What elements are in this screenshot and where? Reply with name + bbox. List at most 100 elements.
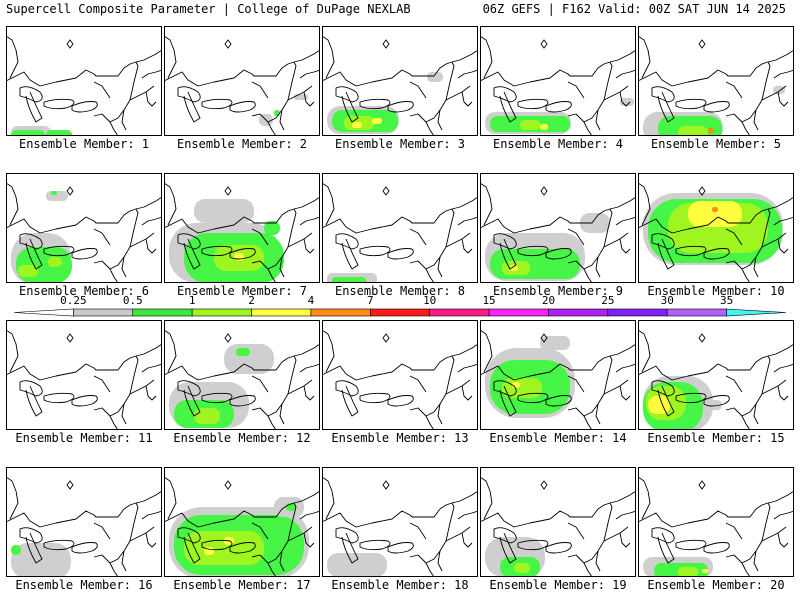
- ensemble-map: [164, 467, 320, 577]
- map-boundary: [567, 81, 585, 99]
- map-boundary: [287, 355, 297, 395]
- ensemble-panel: Ensemble Member: 14: [480, 320, 636, 445]
- ensemble-panel: Ensemble Member: 2: [164, 26, 320, 151]
- map-boundary: [387, 248, 414, 260]
- scp-shading: [678, 567, 698, 577]
- map-boundary: [183, 238, 201, 270]
- map-boundary: [437, 550, 443, 572]
- diamond-marker-icon: [540, 333, 548, 343]
- map-boundary: [71, 395, 98, 407]
- map-boundary: [461, 91, 473, 107]
- map-boundary: [267, 121, 277, 136]
- map-boundary: [437, 256, 443, 278]
- map-boundary: [183, 532, 201, 564]
- map-boundary: [93, 228, 111, 246]
- ensemble-panel: Ensemble Member: 12: [164, 320, 320, 445]
- map-boundary: [6, 49, 162, 87]
- color-scale-tick-label: 10: [423, 294, 437, 307]
- map-boundary: [480, 196, 636, 234]
- map-boundary: [322, 196, 478, 234]
- map-boundary: [445, 502, 455, 542]
- map-boundary: [6, 490, 162, 528]
- map-boundary: [279, 256, 285, 278]
- map-boundary: [164, 196, 320, 234]
- color-scale-tick-label: 7: [366, 294, 374, 307]
- map-boundary: [121, 109, 127, 131]
- map-boundary: [299, 69, 320, 79]
- color-scale-tick-label: 4: [307, 294, 315, 307]
- member-caption: Ensemble Member: 18: [331, 578, 469, 592]
- ensemble-panel: Ensemble Member: 20: [638, 467, 794, 592]
- map-boundary: [201, 98, 233, 110]
- scp-shading: [332, 277, 366, 283]
- color-scale-segment: [73, 308, 134, 317]
- member-caption: Ensemble Member: 3: [334, 137, 466, 151]
- member-caption: Ensemble Member: 7: [176, 284, 308, 298]
- ensemble-map: [6, 173, 162, 283]
- map-boundary: [251, 81, 269, 99]
- map-boundary: [25, 238, 43, 270]
- map-boundary: [545, 542, 572, 554]
- map-boundary: [141, 363, 162, 373]
- diamond-marker-icon: [66, 39, 74, 49]
- map-boundary: [480, 49, 636, 87]
- member-caption: Ensemble Member: 13: [331, 431, 469, 445]
- map-boundary: [322, 35, 335, 79]
- map-boundary: [303, 532, 315, 548]
- map-boundary: [638, 182, 651, 226]
- map-boundary: [303, 238, 315, 254]
- map-boundary: [777, 532, 789, 548]
- member-caption: Ensemble Member: 2: [176, 137, 308, 151]
- map-boundary: [567, 522, 585, 540]
- member-caption: Ensemble Member: 15: [647, 431, 785, 445]
- diamond-marker-icon: [382, 39, 390, 49]
- map-boundary: [773, 216, 794, 226]
- map-boundary: [741, 415, 751, 430]
- map-boundary: [595, 550, 601, 572]
- diamond-marker-icon: [698, 186, 706, 196]
- member-caption: Ensemble Member: 8: [334, 284, 466, 298]
- map-boundary: [25, 532, 43, 564]
- diamond-marker-icon: [540, 186, 548, 196]
- ensemble-panel: Ensemble Member: 6: [6, 173, 162, 298]
- map-boundary: [303, 91, 315, 107]
- map-boundary: [229, 395, 256, 407]
- valid-time: 06Z GEFS | F162 Valid: 00Z SAT JUN 14 20…: [482, 2, 786, 16]
- map-boundary: [638, 329, 651, 373]
- scp-shading: [352, 122, 362, 128]
- scp-shading: [184, 531, 264, 565]
- map-boundary: [638, 490, 794, 528]
- scp-shading: [294, 94, 308, 100]
- map-boundary: [25, 91, 43, 123]
- map-boundary: [341, 238, 359, 270]
- map-boundary: [499, 532, 517, 564]
- map-boundary: [93, 522, 111, 540]
- map-boundary: [322, 343, 478, 381]
- map-boundary: [445, 355, 455, 395]
- map-boundary: [638, 476, 651, 520]
- map-boundary: [761, 61, 771, 101]
- color-scale-segment: [666, 308, 727, 317]
- color-scale-bar: [13, 308, 787, 317]
- map-boundary: [583, 121, 593, 136]
- map-boundary: [761, 502, 771, 542]
- map-boundary: [6, 182, 19, 226]
- map-boundary: [229, 542, 256, 554]
- map-boundary: [675, 392, 707, 404]
- product-title: Supercell Composite Parameter | College …: [6, 2, 411, 16]
- member-caption: Ensemble Member: 12: [173, 431, 311, 445]
- map-boundary: [753, 550, 759, 572]
- scp-shading: [327, 553, 387, 577]
- scp-shading: [194, 199, 254, 223]
- color-scale-segment: [488, 308, 549, 317]
- map-boundary: [71, 542, 98, 554]
- map-boundary: [773, 510, 794, 520]
- ensemble-panel: Ensemble Member: 11: [6, 320, 162, 445]
- scp-shading: [712, 207, 718, 212]
- map-boundary: [6, 476, 19, 520]
- color-scale-segment: [191, 308, 252, 317]
- map-boundary: [545, 101, 572, 113]
- map-boundary: [287, 502, 297, 542]
- scp-shading: [540, 336, 570, 350]
- scp-shading: [264, 221, 280, 235]
